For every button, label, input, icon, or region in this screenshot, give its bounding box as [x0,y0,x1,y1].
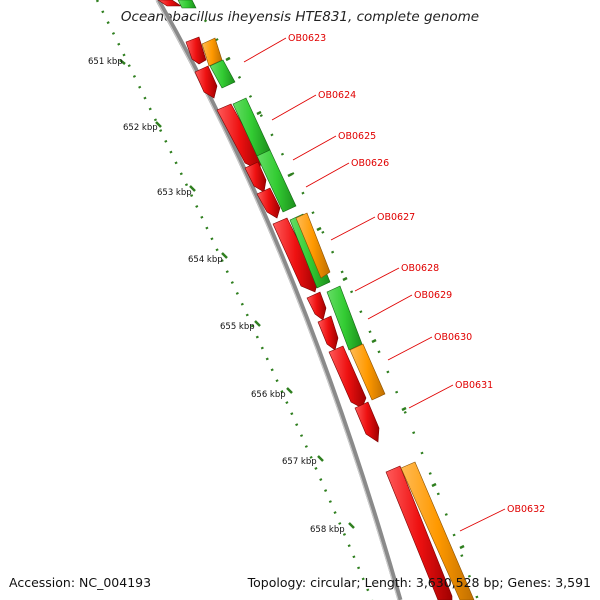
gene-block-green[interactable] [209,59,236,89]
gene-label[interactable]: OB0625 [338,131,376,142]
genome-title: Oceanobacillus iheyensis HTE831, complet… [120,9,480,25]
outer-ticks [225,56,465,550]
scale-label: 651 kbp [88,57,123,67]
major-ticks [119,59,355,529]
gene-arrow-red[interactable] [256,187,281,219]
gene-label[interactable]: OB0627 [377,212,415,223]
gene-label[interactable]: OB0629 [414,290,452,301]
genome-backbone [155,0,403,600]
gene-arrow-red[interactable] [317,315,339,351]
reverse-strand-features [157,0,453,600]
gene-label[interactable]: OB0630 [434,332,472,343]
scale-label: 655 kbp [220,322,255,332]
accession-text: Accession: NC_004193 [9,575,152,590]
gene-arrow-red[interactable] [385,465,453,600]
scale-label: 654 kbp [188,255,223,265]
scale-label: 658 kbp [310,525,345,535]
label-leader-lines [243,37,506,532]
gene-arrow-red[interactable] [185,36,207,65]
gene-block-green[interactable] [177,0,197,9]
gene-block-orange[interactable] [201,37,223,67]
gene-block-orange[interactable] [349,343,386,401]
gene-block-orange[interactable] [295,212,331,279]
genome-summary-text: Topology: circular; Length: 3,630,528 bp… [247,575,591,590]
scale-label: 656 kbp [251,390,286,400]
gene-label[interactable]: OB0632 [507,504,545,515]
scale-label: 652 kbp [123,123,158,133]
scale-label: 657 kbp [282,457,317,467]
gene-label[interactable]: OB0628 [401,263,439,274]
gene-block-green[interactable] [256,149,297,213]
scale-ruler [95,0,374,600]
gene-block-orange[interactable] [400,461,475,600]
scale-label: 653 kbp [157,188,192,198]
gene-arrow-red[interactable] [216,103,263,171]
gene-arrow-red[interactable] [354,401,380,443]
gene-arrow-red[interactable] [328,345,367,409]
gene-label[interactable]: OB0626 [351,158,389,169]
gene-arrow-red[interactable] [194,65,218,99]
gene-label[interactable]: OB0623 [288,33,326,44]
gene-label[interactable]: OB0624 [318,90,356,101]
gene-label[interactable]: OB0631 [455,380,493,391]
gene-block-green[interactable] [326,285,363,351]
genome-backbone-highlight [155,0,399,600]
gene-arrow-red[interactable] [244,161,267,193]
forward-strand-features [177,0,475,600]
gene-arrow-red[interactable] [306,291,327,321]
